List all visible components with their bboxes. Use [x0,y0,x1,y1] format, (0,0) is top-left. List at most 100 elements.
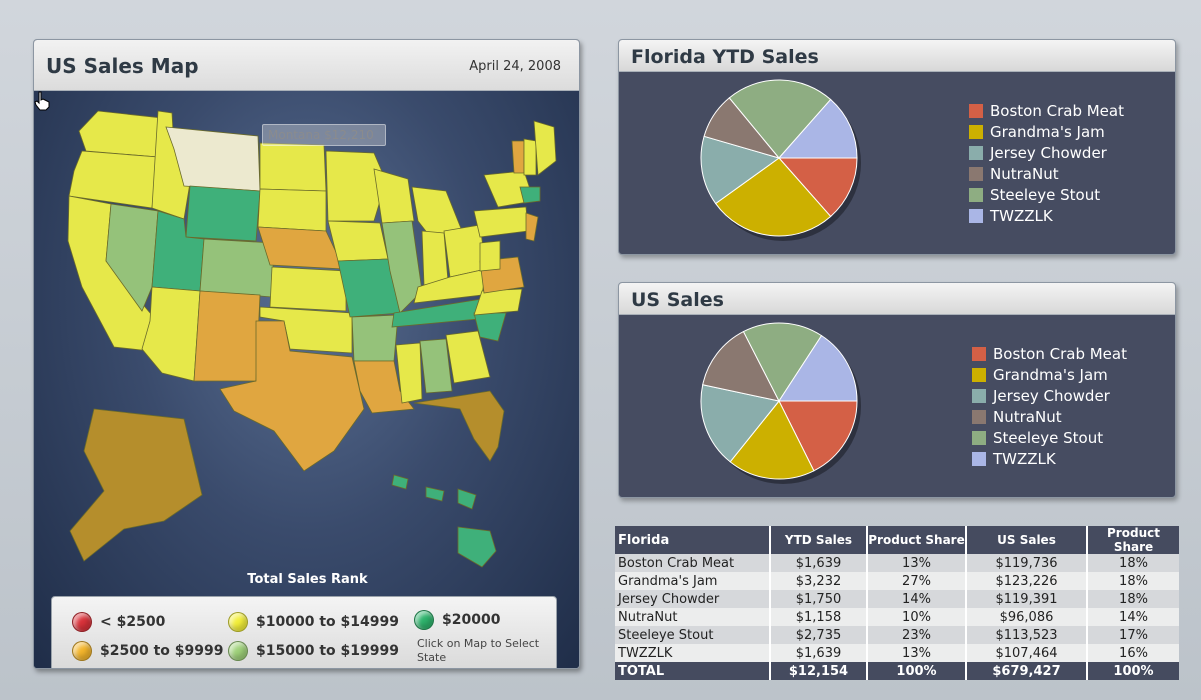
state-hi4[interactable] [457,526,497,568]
table-cell: $12,154 [770,662,868,680]
map-area[interactable]: Montana $12,210 Total Sales Rank < $2500… [34,91,580,669]
state-nv[interactable] [105,203,159,312]
state-nd[interactable] [259,142,327,192]
table-row[interactable]: NutraNut $1,158 10% $96,086 14% [615,608,1179,626]
state-me[interactable] [533,120,557,176]
table-cell: Jersey Chowder [615,590,771,608]
table-row[interactable]: Grandma's Jam $3,232 27% $123,226 18% [615,572,1179,590]
us-pie-chart[interactable] [699,321,879,486]
pie-slice[interactable] [729,400,815,480]
table-cell: $119,736 [966,554,1088,572]
table-row[interactable]: Boston Crab Meat $1,639 13% $119,736 18% [615,554,1179,572]
legend-swatch [972,367,986,382]
pie-slice[interactable] [778,334,858,402]
table-cell: $96,086 [966,608,1088,626]
state-az[interactable] [141,286,201,382]
state-ms[interactable] [395,342,423,404]
legend-item: Grandma's Jam [969,121,1124,142]
legend-item: Jersey Chowder [969,142,1124,163]
pie-slice[interactable] [778,400,858,472]
pie-slice[interactable] [700,384,780,463]
state-ga[interactable] [445,330,491,384]
legend-item: TWZZLK [972,448,1127,469]
state-ks[interactable] [269,266,347,312]
pie-slice[interactable] [777,157,858,218]
state-wa[interactable] [78,110,163,158]
legend-label: Grandma's Jam [990,122,1105,141]
state-hi3[interactable] [457,488,477,510]
state-ct[interactable] [519,186,541,204]
state-ar[interactable] [351,314,399,362]
state-tooltip: Montana $12,210 [262,124,386,146]
table-cell: Steeleye Stout [615,626,771,644]
state-la[interactable] [353,360,415,414]
table-row[interactable]: TWZZLK $1,639 13% $107,464 16% [615,644,1179,662]
state-or[interactable] [68,150,159,209]
state-hi2[interactable] [425,486,445,502]
table-cell: 23% [867,626,967,644]
state-fl[interactable] [413,390,505,462]
state-pa[interactable] [473,206,529,238]
col-header-us-product-share: Product Share [1087,526,1179,554]
state-nm[interactable] [193,290,261,382]
state-ak[interactable] [69,408,203,562]
sales-table: Florida YTD Sales Product Share US Sales… [615,526,1179,680]
state-wy[interactable] [185,185,261,242]
table-row[interactable]: Jersey Chowder $1,750 14% $119,391 18% [615,590,1179,608]
us-sales-map-panel: US Sales Map April 24, 2008 Montana $12,… [33,39,580,669]
state-wi[interactable] [373,168,415,224]
legend-item: Boston Crab Meat [972,343,1127,364]
state-nj[interactable] [525,212,539,242]
table-cell: $123,226 [966,572,1088,590]
state-hi1[interactable] [391,474,409,490]
state-wv[interactable] [479,240,501,272]
state-al[interactable] [419,338,453,394]
pie-slice[interactable] [777,98,858,159]
state-il[interactable] [381,220,423,314]
legend-item: TWZZLK [969,205,1124,226]
legend-item-15000-19999: $15000 to $19999 [228,641,399,661]
col-header-product-share: Product Share [867,526,967,554]
state-in[interactable] [421,230,449,286]
table-cell: $1,750 [770,590,868,608]
state-nh[interactable] [523,138,537,176]
state-co[interactable] [199,238,275,298]
us-sales-panel: US Sales Boston Crab Meat Grandma's Jam Je… [618,282,1176,498]
legend-label: Boston Crab Meat [993,344,1127,363]
table-cell: 27% [867,572,967,590]
table-header-row: Florida YTD Sales Product Share US Sales… [615,526,1179,554]
table-total-row[interactable]: TOTAL $12,154 100% $679,427 100% [615,662,1179,680]
table-cell: $1,639 [770,554,868,572]
pie-slice[interactable] [702,330,780,402]
state-ia[interactable] [327,220,389,262]
us-map[interactable] [34,91,580,669]
florida-pie-chart[interactable] [699,78,879,243]
sales-rank-legend: < $2500 $10000 to $14999 $20000 $2500 to… [51,596,557,668]
legend-swatch [972,388,986,403]
table-row[interactable]: Steeleye Stout $2,735 23% $113,523 17% [615,626,1179,644]
state-vt[interactable] [511,140,525,174]
state-sd[interactable] [257,188,327,232]
legend-label: TWZZLK [990,206,1053,225]
table-cell: 18% [1087,572,1179,590]
pie-slice[interactable] [742,322,823,402]
table-cell: 14% [1087,608,1179,626]
hand-cursor-icon [34,91,50,111]
orange-dot-icon [72,641,92,661]
legend-title: Total Sales Rank [247,572,368,587]
legend-item: Steeleye Stout [972,427,1127,448]
legend-item-lt-2500: < $2500 [72,612,165,632]
legend-item: Jersey Chowder [972,385,1127,406]
legend-swatch [969,103,983,118]
legend-label: TWZZLK [993,449,1056,468]
legend-swatch [969,145,983,160]
us-pie-legend: Boston Crab Meat Grandma's Jam Jersey Chow… [972,343,1127,469]
pie-slice[interactable] [728,79,832,159]
state-tx[interactable] [219,320,365,472]
pie-slice[interactable] [714,157,832,237]
pie-slice[interactable] [700,135,781,205]
legend-label: NutraNut [993,407,1062,426]
click-hint-text: Click on Map to Select State [417,637,540,664]
state-nc[interactable] [473,288,523,316]
table-cell: 100% [867,662,967,680]
